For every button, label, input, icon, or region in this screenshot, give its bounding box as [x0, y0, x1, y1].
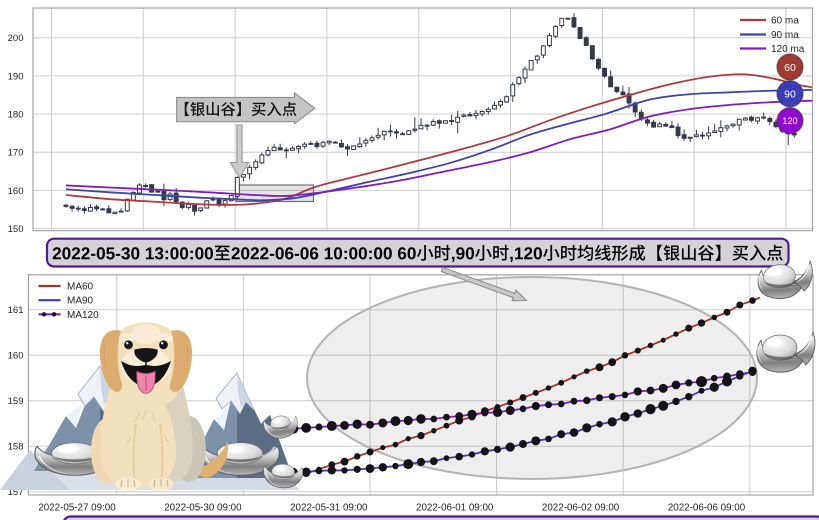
svg-text:2022-06-06 09:00: 2022-06-06 09:00	[668, 503, 746, 514]
svg-text:90 ma: 90 ma	[771, 30, 799, 41]
svg-text:200: 200	[8, 33, 24, 44]
svg-text:90: 90	[784, 89, 796, 101]
svg-text:170: 170	[8, 148, 24, 159]
svg-text:150: 150	[8, 224, 24, 235]
svg-text:2022-05-27 09:00: 2022-05-27 09:00	[38, 503, 116, 514]
svg-text:120: 120	[782, 116, 797, 126]
svg-text:MA120: MA120	[67, 310, 99, 321]
svg-text:60: 60	[784, 62, 796, 74]
svg-text:157: 157	[8, 487, 24, 498]
svg-text:2022-05-30 09:00: 2022-05-30 09:00	[164, 503, 242, 514]
svg-text:2022-06-01 09:00: 2022-06-01 09:00	[416, 503, 494, 514]
svg-text:MA90: MA90	[67, 296, 94, 307]
svg-text:120 ma: 120 ma	[771, 44, 805, 55]
svg-text:2022-05-31 09:00: 2022-05-31 09:00	[290, 503, 368, 514]
svg-text:190: 190	[8, 71, 24, 82]
svg-text:2022-06-02 09:00: 2022-06-02 09:00	[542, 503, 620, 514]
svg-text:60 ma: 60 ma	[771, 16, 799, 27]
svg-text:160: 160	[8, 351, 24, 362]
svg-text:180: 180	[8, 110, 24, 121]
svg-text:159: 159	[8, 396, 24, 407]
svg-text:MA60: MA60	[67, 282, 94, 293]
svg-text:161: 161	[8, 305, 24, 316]
svg-text:158: 158	[8, 442, 24, 453]
svg-text:160: 160	[8, 186, 24, 197]
